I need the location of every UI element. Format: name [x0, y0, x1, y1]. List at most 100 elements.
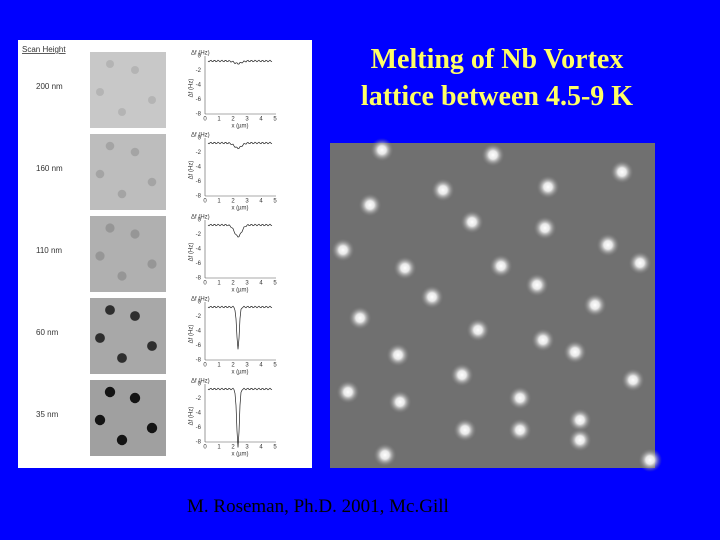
plot-xtick: 1	[217, 363, 221, 369]
plot-ytick: -4	[196, 247, 202, 253]
plot-ytick: 0	[198, 136, 202, 142]
vortex	[563, 340, 587, 364]
scan-vortex	[117, 189, 127, 199]
plot-xtick: 2	[231, 445, 235, 451]
plot-xtick: 4	[259, 281, 263, 287]
plot-ytick: -2	[196, 232, 202, 238]
plot-xtick: 3	[245, 117, 249, 123]
scan-height: 110 nm	[36, 246, 62, 255]
plot-xtick: 2	[231, 363, 235, 369]
scan-vortex	[105, 141, 115, 151]
plot-ytick: -6	[196, 97, 202, 103]
plot-curve	[207, 387, 273, 448]
plot-ytick: -8	[196, 112, 202, 118]
scan-vortex	[94, 414, 106, 426]
plot-y-label-side: Δf (Hz)	[189, 325, 195, 344]
plot-xtick: 4	[259, 363, 263, 369]
scan-image	[90, 134, 166, 210]
scan-height: 35 nm	[36, 410, 59, 419]
title: Melting of Nb Vortex	[371, 44, 624, 75]
scan-vortex	[105, 305, 115, 315]
scan-vortex	[106, 60, 114, 68]
scan-vortex	[117, 271, 127, 281]
scan-vortex	[117, 353, 127, 363]
vortex	[525, 273, 549, 297]
scan-vortex	[105, 223, 115, 233]
vortex	[568, 428, 592, 452]
vortex	[481, 143, 505, 167]
plot-xtick: 5	[273, 117, 277, 123]
plot-ytick: -4	[196, 165, 202, 171]
plot-xtick: 2	[231, 117, 235, 123]
vortex	[358, 193, 382, 217]
plot-ytick: -6	[196, 343, 202, 349]
plot-y-label: Δf (Hz)	[191, 51, 210, 57]
plot-y-label: Δf (Hz)	[191, 379, 210, 385]
vortex	[508, 386, 532, 410]
plot-xtick: 0	[203, 363, 207, 369]
plot-xtick: 0	[203, 199, 207, 205]
plot-x-label: x (µm)	[231, 206, 248, 212]
plot-xtick: 3	[245, 281, 249, 287]
vortex	[450, 363, 474, 387]
scan-vortex	[130, 229, 140, 239]
vortex	[388, 390, 412, 414]
plot-curve	[207, 141, 273, 150]
plot-ytick: -8	[196, 276, 202, 282]
scan-vortex	[148, 96, 156, 104]
scan-vortex	[129, 392, 141, 404]
plot-ytick: -8	[196, 440, 202, 446]
plot-xtick: 1	[217, 281, 221, 287]
vortex	[431, 178, 455, 202]
scan-vortex	[131, 66, 139, 74]
scan-vortex	[130, 147, 140, 157]
vortex	[393, 256, 417, 280]
vortex	[628, 251, 652, 275]
panel-header: Scan Height	[22, 45, 66, 54]
title: lattice between 4.5-9 K	[361, 81, 633, 112]
plot-ytick: -8	[196, 194, 202, 200]
plot-x-label: x (µm)	[231, 370, 248, 376]
plot-ytick: 0	[198, 54, 202, 60]
plot-x-label: x (µm)	[231, 452, 248, 458]
plot-xtick: 5	[273, 281, 277, 287]
vortex	[533, 216, 557, 240]
scan-height: 200 nm	[36, 82, 63, 91]
plot-curve	[207, 223, 273, 238]
plot-xtick: 2	[231, 281, 235, 287]
plot-y-label: Δf (Hz)	[191, 297, 210, 303]
scan-vortex	[95, 251, 105, 261]
vortex	[583, 293, 607, 317]
plot-ytick: -6	[196, 261, 202, 267]
vortex	[348, 306, 372, 330]
plot-xtick: 3	[245, 445, 249, 451]
plot-curve	[207, 305, 273, 350]
vortex	[610, 160, 634, 184]
vortex	[460, 210, 484, 234]
scan-vortex	[95, 333, 105, 343]
scan-vortex	[96, 88, 104, 96]
plot-xtick: 1	[217, 117, 221, 123]
plot-xtick: 0	[203, 117, 207, 123]
vortex	[489, 254, 513, 278]
scan-height: 60 nm	[36, 328, 59, 337]
plot-xtick: 3	[245, 363, 249, 369]
plot-ytick: -2	[196, 314, 202, 320]
scan-vortex	[146, 422, 158, 434]
plot-y-label-side: Δf (Hz)	[189, 243, 195, 262]
plot-ytick: -4	[196, 329, 202, 335]
plot-xtick: 4	[259, 117, 263, 123]
vortex	[386, 343, 410, 367]
plot-xtick: 2	[231, 199, 235, 205]
vortex	[420, 285, 444, 309]
plot-xtick: 0	[203, 445, 207, 451]
plot-ytick: 0	[198, 382, 202, 388]
plot-curve	[207, 59, 273, 65]
footer: M. Roseman, Ph.D. 2001, Mc.Gill	[187, 496, 449, 517]
plot-xtick: 0	[203, 281, 207, 287]
plot-ytick: -2	[196, 396, 202, 402]
plot-ytick: -2	[196, 150, 202, 156]
